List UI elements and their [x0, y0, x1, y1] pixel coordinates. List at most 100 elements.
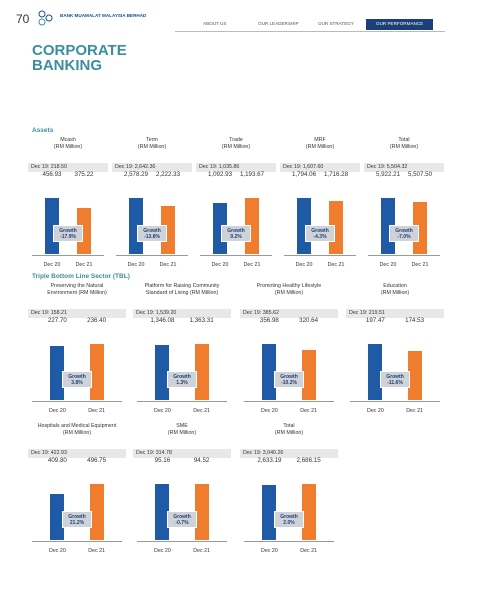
category-label: Dec 21: [193, 408, 210, 414]
panel-title: (RM Million): [274, 290, 304, 296]
value-label: 1,716.28: [323, 171, 349, 178]
panel-title: Environment (RM Million): [47, 290, 107, 296]
value-label: 1,193.67: [239, 171, 265, 178]
baseline-band: [133, 449, 231, 458]
value-label: 375.22: [74, 171, 94, 178]
baseline-label: Dec 19: 314.78: [136, 450, 172, 456]
panel-title: (RM Million): [380, 290, 410, 296]
value-label: 95.16: [154, 457, 171, 464]
panel-title: (RM Million): [389, 144, 419, 150]
baseline-band: [196, 163, 276, 172]
growth-box: Growth -11.6%: [380, 371, 410, 388]
baseline-label: Dec 19: 1,035.86: [199, 164, 240, 170]
baseline-band: [240, 309, 338, 318]
nav-item[interactable]: ABOUT US: [203, 21, 227, 26]
growth-label: Growth: [395, 228, 413, 234]
category-label: Dec 20: [48, 408, 66, 414]
axis-line: [368, 255, 440, 256]
value-label: 456.93: [42, 171, 62, 178]
baseline-band: [28, 309, 126, 318]
growth-value: 3.8%: [71, 380, 83, 386]
panel: Promoting Healthy Lifestyle (RM Million) D…: [240, 283, 338, 419]
panel-title: MRF: [314, 137, 326, 143]
value-label: 174.53: [405, 317, 425, 324]
category-label: Dec 21: [406, 408, 423, 414]
axis-line: [116, 255, 188, 256]
growth-value: -0.7%: [175, 520, 189, 526]
baseline-label: Dec 19: 2,642.36: [115, 164, 156, 170]
growth-box: Growth 21.2%: [62, 511, 92, 528]
growth-box: Growth 2.0%: [274, 511, 304, 528]
category-label: Dec 20: [260, 548, 278, 554]
axis-line: [32, 255, 104, 256]
panel-title: Total: [398, 137, 410, 143]
growth-label: Growth: [173, 514, 191, 520]
nav-item[interactable]: OUR LEADERSHIP: [258, 21, 299, 26]
axis-line: [137, 401, 227, 402]
baseline-label: Dec 19: 1,607.60: [283, 164, 324, 170]
panel-title: Hospitals and Medical Equipment: [37, 423, 117, 429]
growth-value: 1.3%: [176, 380, 188, 386]
value-label: 236.40: [87, 317, 107, 324]
growth-value: -4.3%: [313, 234, 327, 240]
category-label: Dec 20: [379, 262, 397, 268]
panel: Education (RM Million) Dec 19: 219.51 197.4…: [346, 283, 444, 419]
growth-label: Growth: [227, 228, 245, 234]
category-label: Dec 20: [153, 408, 171, 414]
value-label: 320.64: [299, 317, 319, 324]
value-label: 2,578.29: [123, 171, 149, 178]
nav-item-active[interactable]: OUR PERFORMANCE: [366, 19, 434, 30]
baseline-label: Dec 19: 219.51: [349, 310, 385, 316]
panel-title: Platform for Raising Community: [144, 283, 220, 289]
value-label: 2,222.33: [155, 171, 181, 178]
axis-line: [350, 401, 440, 402]
section-title: Assets: [32, 127, 54, 134]
nav-item[interactable]: OUR STRATEGY: [318, 21, 354, 26]
value-label: 496.75: [87, 457, 107, 464]
growth-value: -7.0%: [397, 234, 411, 240]
growth-box: Growth 9.2%: [221, 225, 251, 242]
category-label: Dec 21: [300, 548, 317, 554]
growth-value: -11.6%: [387, 380, 403, 386]
growth-label: Growth: [280, 374, 298, 380]
category-label: Dec 21: [88, 548, 105, 554]
page-title: CORPORATE: [32, 42, 127, 59]
panel-title: Preserving the Natural: [50, 283, 104, 289]
category-label: Dec 20: [366, 408, 384, 414]
value-label: 2,633.19: [257, 457, 282, 464]
panel: Total (RM Million) Dec 19: 3,040.26 2,633.1…: [240, 423, 338, 559]
growth-box: Growth -10.2%: [274, 371, 304, 388]
value-label: 2,686.15: [296, 457, 321, 464]
category-label: Dec 21: [300, 408, 317, 414]
bank-name: BANK MUAMALAT MALAYSIA BERHAD: [60, 13, 147, 18]
baseline-label: Dec 19: 158.21: [31, 310, 67, 316]
panel-title: (RM Million): [305, 144, 335, 150]
growth-value: -10.2%: [281, 380, 297, 386]
page-number: 70: [16, 12, 30, 26]
baseline-band: [112, 163, 192, 172]
value-label: 5,507.50: [407, 171, 433, 178]
category-label: Dec 21: [159, 262, 177, 268]
growth-label: Growth: [173, 374, 191, 380]
category-label: Dec 21: [75, 262, 93, 268]
growth-label: Growth: [311, 228, 329, 234]
growth-label: Growth: [59, 228, 77, 234]
section-title: Triple Bottom Line Sector (TBL): [32, 273, 130, 280]
panel-title: Total: [283, 423, 295, 429]
panel-title: Mcash: [60, 137, 76, 143]
logo: [38, 10, 53, 26]
panel-title: (RM Million): [167, 430, 197, 436]
value-label: 94.52: [193, 457, 210, 464]
growth-box: Growth -4.3%: [305, 225, 335, 242]
panel: Term (RM Million) Dec 19: 2,642.36 2,578.29…: [112, 137, 192, 273]
panel-title: SME: [176, 423, 188, 429]
panel: Hospitals and Medical Equipment (RM Milli…: [28, 423, 126, 559]
growth-label: Growth: [386, 374, 404, 380]
baseline-band: [240, 449, 338, 458]
growth-box: Growth -13.8%: [137, 225, 167, 242]
axis-line: [244, 401, 334, 402]
value-label: 5,922.21: [375, 171, 401, 178]
value-label: 227.70: [47, 317, 67, 324]
panel-title: Standard of Living (RM Million): [145, 290, 219, 296]
axis-line: [244, 541, 334, 542]
